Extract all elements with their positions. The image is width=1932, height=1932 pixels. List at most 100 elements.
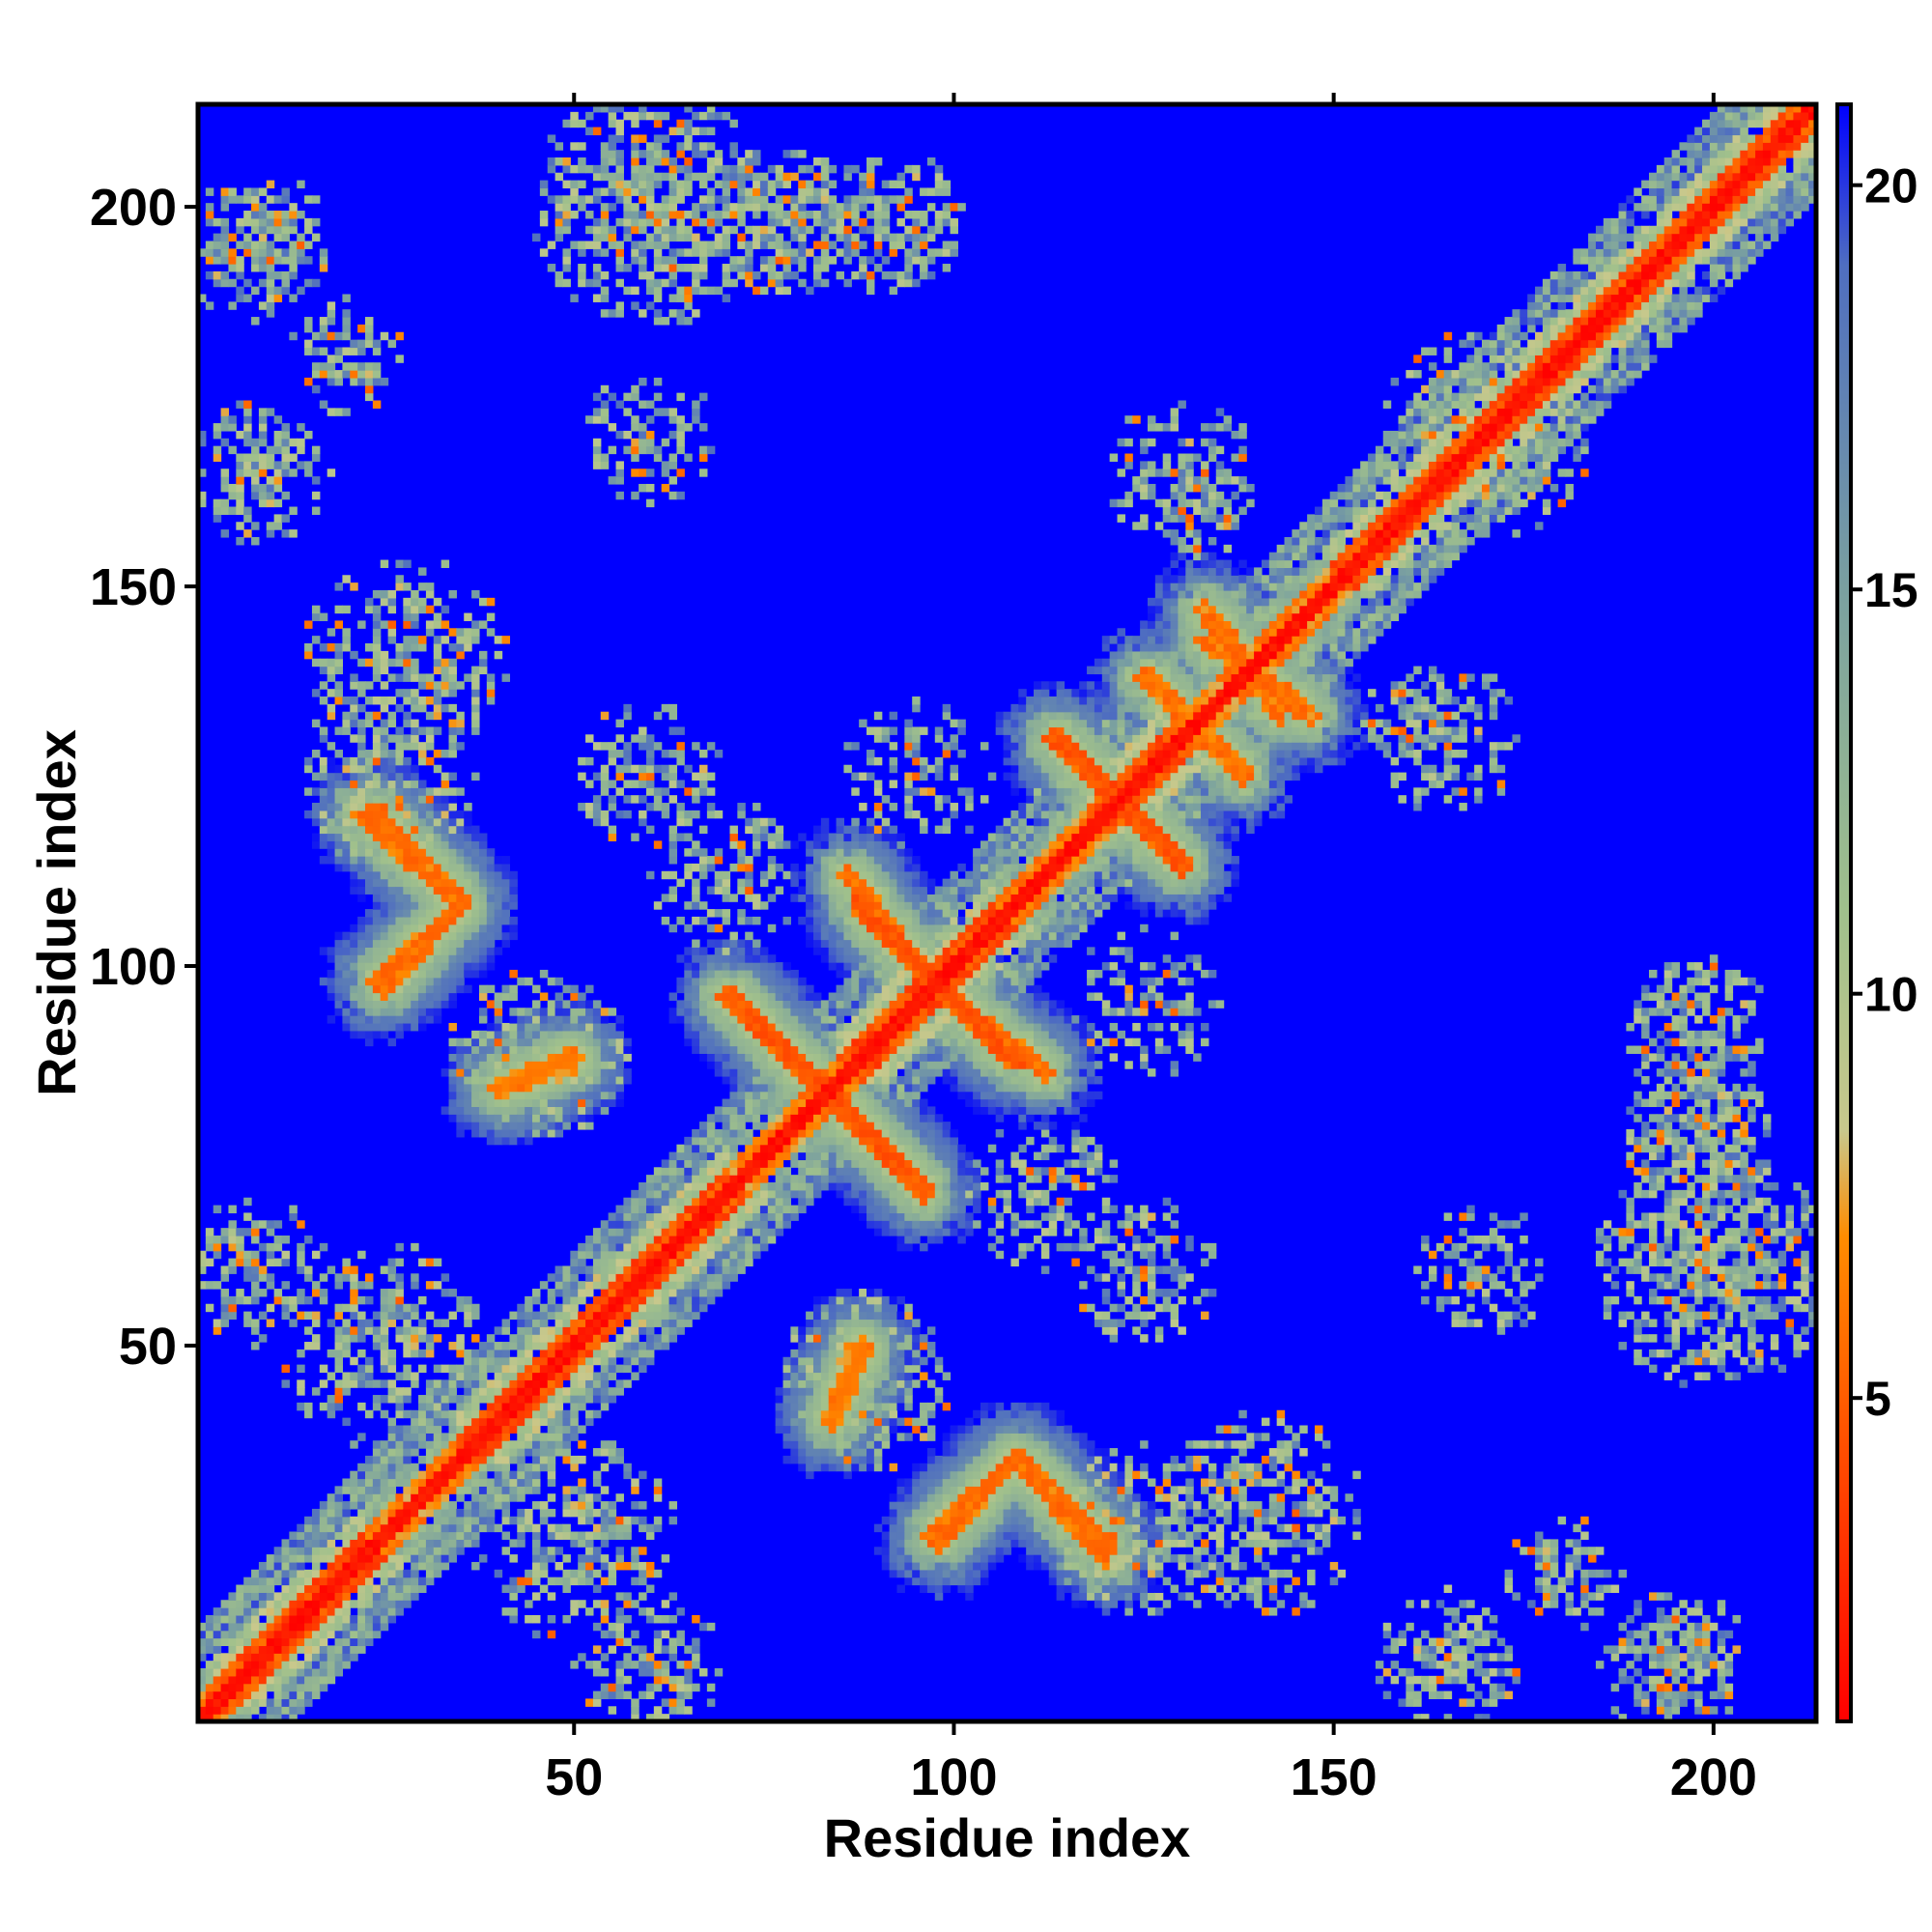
heatmap-cell: [228, 1637, 237, 1647]
heatmap-cell: [676, 1637, 685, 1647]
heatmap-cell: [600, 1600, 610, 1608]
heatmap-cell: [547, 1273, 556, 1282]
heatmap-cell: [745, 172, 753, 182]
heatmap-cell: [403, 1592, 412, 1601]
heatmap-cell: [585, 1387, 594, 1396]
heatmap-cell: [387, 1523, 397, 1533]
heatmap-cell: [501, 1091, 511, 1100]
heatmap-cell: [653, 1175, 663, 1183]
heatmap-cell: [304, 1661, 313, 1669]
heatmap-cell: [440, 1547, 450, 1555]
heatmap-cell: [273, 476, 283, 485]
heatmap-cell: [464, 1470, 472, 1480]
heatmap-cell: [243, 430, 252, 440]
heatmap-cell: [403, 1523, 412, 1533]
heatmap-cell: [365, 1622, 374, 1632]
heatmap-cell: [570, 180, 579, 189]
heatmap-cell: [243, 438, 252, 447]
heatmap-cell: [403, 923, 412, 933]
heatmap-cell: [350, 1516, 358, 1525]
heatmap-cell: [319, 1379, 328, 1388]
heatmap-cell: [753, 962, 761, 971]
heatmap-cell: [464, 901, 472, 910]
heatmap-cell: [722, 1061, 731, 1069]
heatmap-cell: [509, 1425, 518, 1434]
heatmap-cell: [608, 1098, 617, 1108]
heatmap-cell: [525, 1364, 533, 1374]
heatmap-cell: [387, 1319, 397, 1327]
heatmap-cell: [661, 203, 670, 212]
heatmap-cell: [411, 1478, 419, 1487]
heatmap-cell: [745, 886, 753, 895]
heatmap-cell: [486, 1448, 496, 1457]
heatmap-cell: [532, 1417, 541, 1427]
heatmap-cell: [365, 1379, 374, 1388]
heatmap-cell: [692, 1045, 700, 1054]
heatmap-cell: [357, 1508, 366, 1518]
heatmap-cell: [615, 301, 624, 310]
heatmap-cell: [525, 1015, 533, 1024]
heatmap-cell: [258, 1630, 268, 1639]
heatmap-cell: [509, 1539, 518, 1548]
heatmap-cell: [228, 1295, 237, 1305]
heatmap-cell: [411, 870, 419, 880]
heatmap-cell: [418, 756, 427, 766]
heatmap-cell: [714, 969, 724, 979]
heatmap-cell: [570, 142, 579, 151]
heatmap-cell: [639, 1667, 647, 1677]
heatmap-cell: [433, 689, 442, 697]
heatmap-cell: [471, 1486, 480, 1494]
heatmap-cell: [380, 916, 389, 925]
heatmap-cell: [380, 795, 389, 804]
heatmap-cell: [692, 1205, 700, 1214]
heatmap-cell: [205, 1242, 214, 1252]
heatmap-cell: [289, 1667, 298, 1677]
heatmap-cell: [365, 324, 374, 333]
heatmap-cell: [753, 1083, 761, 1093]
heatmap-cell: [464, 1349, 472, 1358]
heatmap-cell: [319, 1547, 328, 1555]
heatmap-cell: [615, 1303, 624, 1313]
heatmap-cell: [334, 1008, 344, 1016]
heatmap-cell: [342, 1661, 351, 1669]
heatmap-cell: [615, 1220, 624, 1229]
heatmap-cell: [440, 1470, 450, 1480]
heatmap-cell: [661, 317, 670, 326]
heatmap-cell: [365, 1463, 374, 1472]
heatmap-cell: [547, 1106, 556, 1115]
heatmap-cell: [729, 1212, 738, 1221]
heatmap-cell: [501, 1379, 511, 1388]
heatmap-cell: [456, 1295, 465, 1305]
heatmap-cell: [395, 764, 404, 774]
heatmap-cell: [327, 377, 336, 386]
heatmap-cell: [372, 1547, 382, 1555]
heatmap-cell: [319, 256, 328, 265]
heatmap-cell: [600, 1448, 610, 1457]
heatmap-cell: [684, 1037, 693, 1047]
heatmap-cell: [380, 1326, 389, 1335]
heatmap-cell: [486, 681, 496, 690]
heatmap-cell: [395, 1402, 404, 1411]
heatmap-cell: [608, 1045, 617, 1054]
heatmap-cell: [714, 180, 724, 189]
heatmap-cell: [653, 392, 663, 402]
heatmap-cell: [448, 1045, 457, 1054]
heatmap-cell: [471, 923, 480, 933]
heatmap-cell: [228, 1714, 237, 1722]
heatmap-cell: [478, 1417, 488, 1427]
heatmap-cell: [615, 1614, 624, 1624]
heatmap-cell: [570, 1000, 579, 1009]
heatmap-cell: [236, 1228, 244, 1236]
heatmap-cell: [699, 469, 708, 477]
heatmap-cell: [304, 1584, 313, 1593]
heatmap-cell: [562, 164, 571, 174]
heatmap-cell: [578, 1106, 586, 1115]
heatmap-cell: [554, 1022, 564, 1032]
heatmap-cell: [699, 445, 708, 455]
heatmap-cell: [494, 1045, 503, 1054]
heatmap-cell: [213, 248, 222, 257]
heatmap-cell: [471, 1053, 480, 1062]
heatmap-cell: [753, 1122, 761, 1130]
heatmap-cell: [380, 1342, 389, 1350]
heatmap-cell: [387, 1531, 397, 1540]
